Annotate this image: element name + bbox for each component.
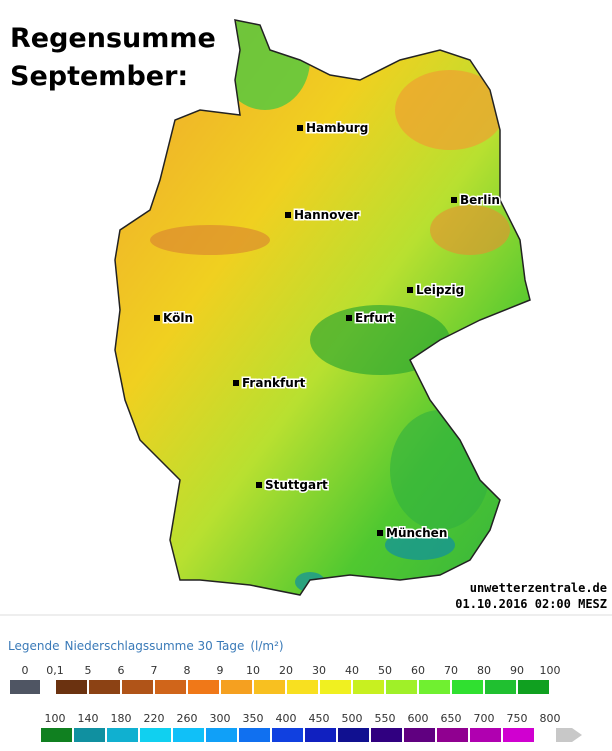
- legend-value: 500: [342, 712, 363, 725]
- city-dot: [377, 530, 383, 536]
- legend-swatch: [89, 680, 120, 694]
- legend-swatch: [404, 728, 435, 742]
- legend-swatch: [338, 728, 369, 742]
- legend-value: 600: [408, 712, 429, 725]
- legend-swatch: [470, 728, 501, 742]
- city-label: Erfurt: [355, 311, 395, 325]
- city-dot: [154, 315, 160, 321]
- legend-swatch: [107, 728, 138, 742]
- legend-swatch: [518, 680, 549, 694]
- legend-value: 20: [279, 664, 293, 677]
- legend-swatch: [140, 728, 171, 742]
- legend-swatch: [74, 728, 105, 742]
- legend-value: 550: [375, 712, 396, 725]
- legend-value: 220: [144, 712, 165, 725]
- legend-value: 7: [151, 664, 158, 677]
- legend-value: 8: [184, 664, 191, 677]
- legend-swatch: [173, 728, 204, 742]
- city-dot: [407, 287, 413, 293]
- legend-swatch: [122, 680, 153, 694]
- cities: Hamburg Hannover Berlin Leipzig Köln Erfurt Fr…: [154, 120, 501, 542]
- legend-value: 5: [85, 664, 92, 677]
- source: unwetterzentrale.de: [470, 581, 607, 595]
- legend-value: 60: [411, 664, 425, 677]
- legend-value: 90: [510, 664, 524, 677]
- timestamp: 01.10.2016 02:00 MESZ: [455, 597, 607, 611]
- legend-value: 180: [111, 712, 132, 725]
- legend-value: 300: [210, 712, 231, 725]
- legend-swatch: [320, 680, 351, 694]
- legend-swatch: [188, 680, 219, 694]
- city-label: Stuttgart: [265, 478, 328, 492]
- city-label: Leipzig: [416, 283, 464, 297]
- map: [114, 19, 531, 596]
- legend-value: 100: [45, 712, 66, 725]
- city-dot: [451, 197, 457, 203]
- legend-value: 70: [444, 664, 458, 677]
- legend: 0 0,1 5 6 7 8 9 10 20 30 40 50 60 70 80 90 100 100 140 180 2…: [10, 664, 561, 742]
- legend-value: 650: [441, 712, 462, 725]
- legend-value: 6: [118, 664, 125, 677]
- legend-value: 400: [276, 712, 297, 725]
- legend-value: 30: [312, 664, 326, 677]
- city-label: Hannover: [294, 208, 359, 222]
- city-label: München: [386, 526, 447, 540]
- legend-swatch: [254, 680, 285, 694]
- city-dot: [346, 315, 352, 321]
- legend-swatch: [41, 728, 72, 742]
- legend-swatch: [221, 680, 252, 694]
- legend-value: 0: [22, 664, 29, 677]
- legend-swatch: [239, 728, 270, 742]
- legend-swatch: [206, 728, 237, 742]
- legend-value: 40: [345, 664, 359, 677]
- city-dot: [297, 125, 303, 131]
- legend-swatch: [452, 680, 483, 694]
- title-line: Regensumme: [10, 23, 216, 54]
- legend-swatch: [437, 728, 468, 742]
- legend-swatch: [56, 680, 87, 694]
- legend-swatch: [287, 680, 318, 694]
- city-label: Köln: [163, 311, 193, 325]
- title-line: September:: [10, 61, 188, 92]
- city-dot: [233, 380, 239, 386]
- legend-value: 50: [378, 664, 392, 677]
- legend-value: 800: [540, 712, 561, 725]
- legend-swatch: [155, 680, 186, 694]
- legend-value: 80: [477, 664, 491, 677]
- legend-swatch: [371, 728, 402, 742]
- legend-value: 350: [243, 712, 264, 725]
- legend-swatch: [485, 680, 516, 694]
- legend-caption: Niederschlagssumme 30 Tage: [64, 639, 244, 653]
- legend-label: Legende: [8, 639, 59, 653]
- legend-swatch: [419, 680, 450, 694]
- legend-swatch: [305, 728, 336, 742]
- legend-arrow: [556, 728, 582, 742]
- legend-value: 100: [540, 664, 561, 677]
- city-dot: [256, 482, 262, 488]
- city-label: Frankfurt: [242, 376, 306, 390]
- city-label: Berlin: [460, 193, 500, 207]
- legend-swatch: [386, 680, 417, 694]
- legend-swatch: [272, 728, 303, 742]
- city-dot: [285, 212, 291, 218]
- legend-value: 450: [309, 712, 330, 725]
- legend-header: Legende Niederschlagssumme 30 Tage (l/m²): [8, 639, 284, 653]
- legend-value: 700: [474, 712, 495, 725]
- city-label: Hamburg: [306, 121, 368, 135]
- legend-swatch: [10, 680, 40, 694]
- legend-unit: (l/m²): [250, 639, 283, 653]
- legend-value: 9: [217, 664, 224, 677]
- legend-swatch: [503, 728, 534, 742]
- legend-value: 140: [78, 712, 99, 725]
- legend-value: 260: [177, 712, 198, 725]
- legend-value: 10: [246, 664, 260, 677]
- legend-value: 750: [507, 712, 528, 725]
- legend-swatch: [353, 680, 384, 694]
- legend-value: 0,1: [46, 664, 64, 677]
